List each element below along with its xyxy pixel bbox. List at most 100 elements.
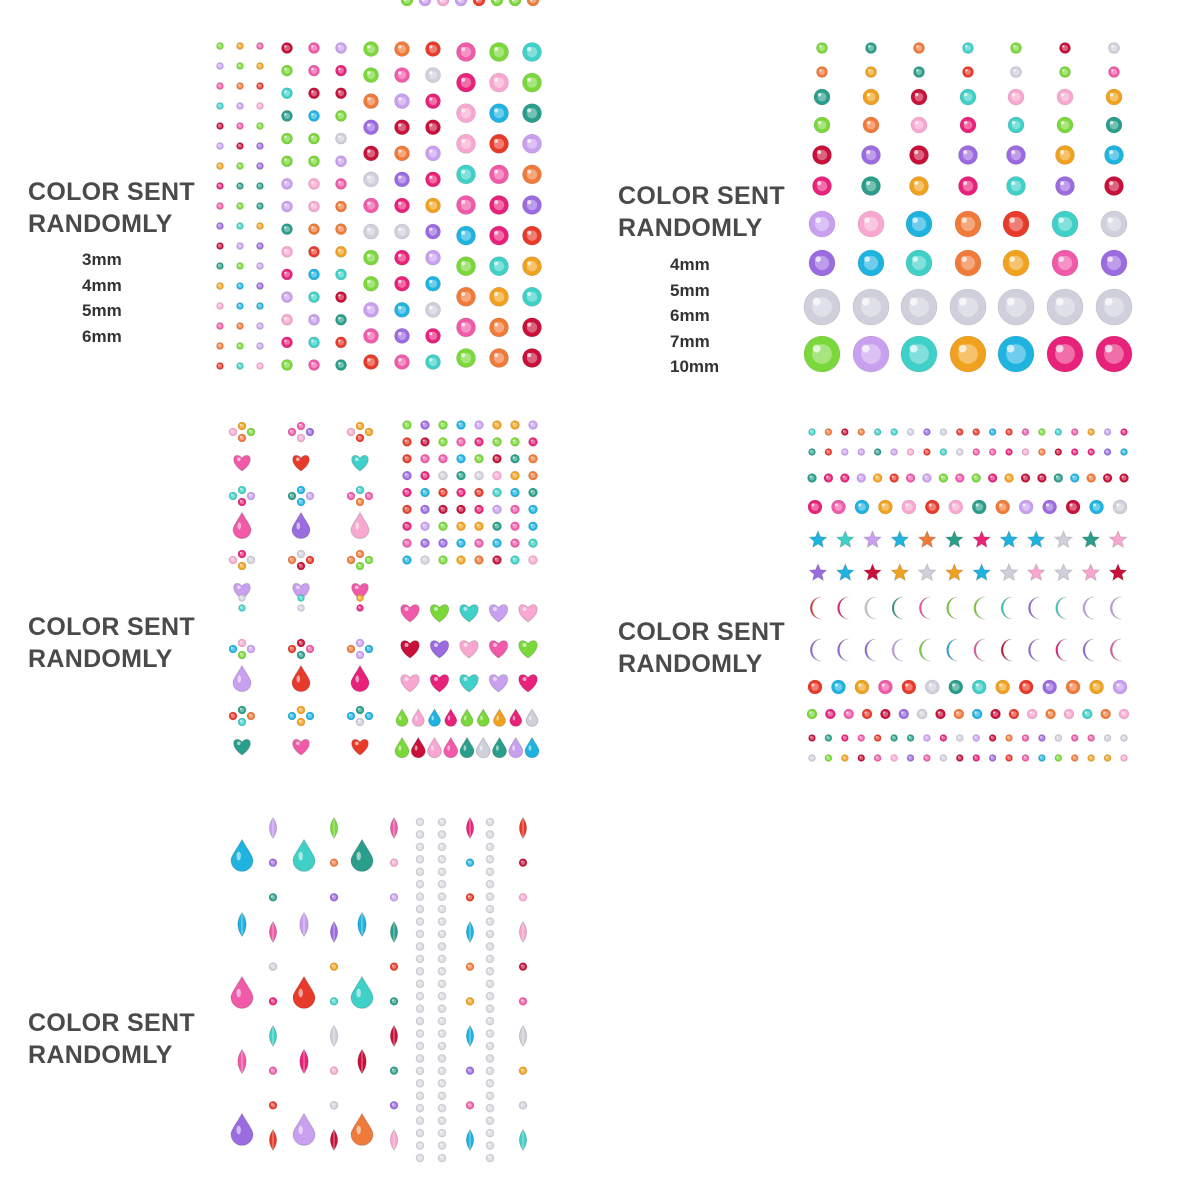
heart-gem: [400, 640, 420, 659]
circle-gem: [329, 997, 339, 1006]
circle-gem: [905, 210, 933, 238]
circle-gem: [510, 504, 520, 515]
circle-gem: [237, 717, 247, 727]
circle-gem: [363, 354, 379, 370]
circle-gem: [923, 734, 931, 742]
circle-gem: [528, 555, 538, 565]
circle-gem: [329, 1101, 339, 1110]
circle-gem: [1087, 428, 1095, 436]
circle-gem: [237, 497, 247, 507]
circle-gem: [878, 499, 893, 515]
circle-gem: [456, 225, 476, 246]
circle-gem: [456, 555, 466, 565]
circle-gem: [823, 473, 834, 483]
circle-gem: [437, 1029, 447, 1038]
circle-gem: [281, 359, 293, 371]
circle-gem: [246, 491, 256, 501]
moon-gem: [918, 638, 931, 662]
label-line: RANDOMLY: [618, 650, 763, 678]
circle-gem: [485, 830, 495, 839]
circle-gem: [437, 1141, 447, 1150]
circle-gem: [437, 991, 447, 1001]
circle-gem: [437, 1041, 447, 1051]
star-gem: [835, 562, 856, 582]
circle-gem: [216, 202, 224, 210]
circle-gem: [216, 102, 224, 110]
size-label: 4mm: [670, 255, 710, 274]
circle-gem: [861, 145, 881, 165]
circle-gem: [1055, 145, 1075, 165]
circle-gem: [1021, 428, 1030, 436]
circle-gem: [901, 679, 917, 695]
circle-gem: [485, 1066, 495, 1076]
circle-gem: [808, 754, 816, 762]
circle-gem: [492, 487, 502, 498]
circle-gem: [1054, 754, 1063, 762]
circle-gem: [954, 210, 982, 238]
circle-gem: [402, 521, 412, 532]
circle-gem: [420, 437, 430, 447]
circle-gem: [415, 867, 425, 877]
circle-gem: [522, 348, 542, 368]
heart-gem: [233, 738, 251, 756]
circle-gem: [508, 0, 522, 7]
circle-gem: [485, 917, 495, 926]
circle-gem: [492, 521, 502, 532]
circle-gem: [437, 842, 447, 852]
circle-gem: [420, 470, 430, 481]
star-gem: [1108, 562, 1128, 582]
circle-gem: [355, 717, 365, 727]
circle-gem: [803, 288, 841, 326]
circle-gem: [528, 420, 538, 430]
drop-gem: [350, 1112, 374, 1146]
circle-gem: [492, 504, 502, 515]
circle-gem: [955, 448, 964, 456]
circle-gem: [1120, 754, 1128, 762]
circle-gem: [355, 650, 365, 660]
heart-gem: [292, 454, 310, 472]
marquise-gem: [268, 1024, 278, 1048]
circle-gem: [308, 42, 320, 54]
circle-gem: [485, 967, 495, 976]
circle-gem: [456, 504, 466, 515]
circle-gem: [474, 538, 484, 548]
circle-gem: [489, 72, 509, 93]
circle-gem: [415, 1079, 425, 1088]
circle-gem: [1005, 428, 1013, 436]
star-gem: [944, 529, 965, 549]
circle-gem: [959, 116, 977, 134]
circle-gem: [308, 245, 320, 258]
drop-gem: [525, 707, 539, 727]
circle-gem: [1021, 448, 1030, 456]
circle-gem: [1007, 116, 1025, 134]
size-label: 5mm: [82, 301, 122, 320]
circle-gem: [281, 178, 293, 190]
marquise-gem: [357, 911, 367, 938]
size-label: 7mm: [670, 331, 710, 351]
circle-gem: [308, 155, 320, 168]
circle-gem: [256, 302, 264, 310]
heart-gem: [233, 582, 251, 600]
circle-gem: [880, 708, 891, 720]
circle-gem: [236, 262, 244, 270]
circle-gem: [1095, 335, 1133, 373]
circle-gem: [305, 427, 315, 437]
star-gem: [999, 529, 1019, 549]
circle-gem: [402, 555, 412, 565]
circle-gem: [861, 708, 873, 720]
label-line: COLOR SENT: [618, 618, 785, 646]
circle-gem: [256, 362, 264, 370]
drop-gem: [232, 511, 252, 540]
circle-gem: [394, 171, 410, 188]
circle-gem: [329, 1066, 339, 1075]
moon-gem: [918, 596, 931, 620]
circle-gem: [510, 521, 520, 532]
circle-gem: [335, 87, 347, 100]
circle-gem: [1007, 88, 1025, 106]
circle-gem: [281, 336, 293, 349]
circle-gem: [437, 1066, 447, 1076]
marquise-gem: [268, 920, 278, 944]
circle-gem: [923, 428, 931, 436]
circle-gem: [485, 1004, 495, 1013]
